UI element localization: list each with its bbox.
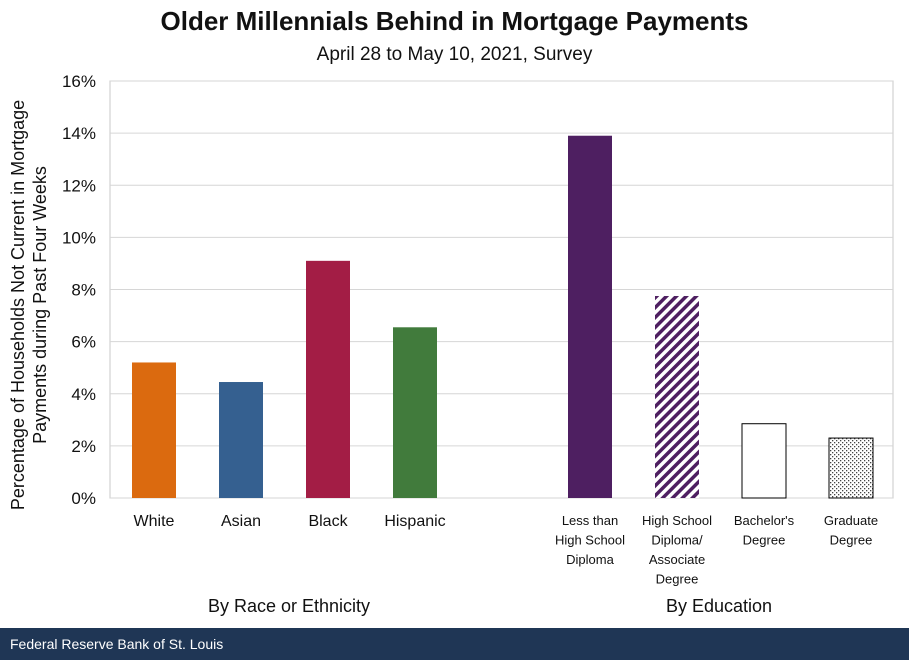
x-category-label: Black — [308, 513, 348, 530]
y-axis-title-line: Percentage of Households Not Current in … — [8, 100, 28, 510]
x-category-label-line: Black — [308, 513, 348, 530]
x-category-label-line: High School — [642, 513, 712, 528]
bar — [132, 362, 176, 498]
x-category-label-line: Diploma — [566, 552, 614, 567]
x-category-label-line: Degree — [830, 533, 873, 548]
x-category-label: White — [134, 513, 175, 530]
x-category-label-line: Hispanic — [384, 513, 445, 530]
x-category-label: Asian — [221, 513, 261, 530]
y-tick-label: 8% — [71, 281, 96, 300]
y-axis-title: Percentage of Households Not Current in … — [8, 100, 50, 510]
x-category-label-line: Graduate — [824, 513, 878, 528]
x-category-label-line: Bachelor's — [734, 513, 795, 528]
x-category-label-line: Associate — [649, 552, 705, 567]
x-category-label: Less than High School Diploma — [555, 513, 625, 567]
y-tick-label: 0% — [71, 489, 96, 508]
x-category-label: Bachelor's Degree — [734, 513, 795, 548]
x-category-label-line: High School — [555, 533, 625, 548]
x-category-label: Hispanic — [384, 513, 445, 530]
chart-subtitle: April 28 to May 10, 2021, Survey — [316, 44, 593, 65]
bar — [828, 437, 874, 499]
bar-chart: 0% 2% 4% 6% 8% 10% 12% 14% 16% Percentage of Hous… — [8, 72, 894, 616]
footer-bar: Federal Reserve Bank of St. Louis — [0, 628, 909, 660]
chart-title: Older Millennials Behind in Mortgage Pay… — [160, 6, 749, 36]
x-category-label-line: Asian — [221, 513, 261, 530]
y-tick-label: 14% — [62, 124, 96, 143]
x-category-label-line: Degree — [656, 572, 699, 587]
bar — [655, 296, 699, 498]
y-tick-label: 12% — [62, 176, 96, 195]
footer-source: Federal Reserve Bank of St. Louis — [10, 636, 224, 652]
bar — [306, 260, 350, 498]
x-category-label: High School Diploma/Associate Degree — [642, 513, 712, 587]
x-category-label: Graduate Degree — [824, 513, 878, 548]
x-category-label-line: Less than — [562, 513, 618, 528]
y-tick-label: 16% — [62, 72, 96, 91]
group-label: By Race or Ethnicity — [208, 596, 370, 616]
bar — [219, 382, 263, 498]
group-label: By Education — [666, 596, 772, 616]
y-tick-label: 2% — [71, 437, 96, 456]
y-axis-title-line: Payments during Past Four Weeks — [30, 166, 50, 444]
bar — [393, 327, 437, 498]
x-category-label-line: Diploma/ — [651, 533, 703, 548]
bar — [741, 423, 787, 499]
y-tick-label: 10% — [62, 228, 96, 247]
x-category-label-line: Degree — [743, 533, 786, 548]
bar — [568, 135, 612, 498]
y-tick-label: 4% — [71, 385, 96, 404]
y-tick-label: 6% — [71, 333, 96, 352]
x-category-label-line: White — [134, 513, 175, 530]
